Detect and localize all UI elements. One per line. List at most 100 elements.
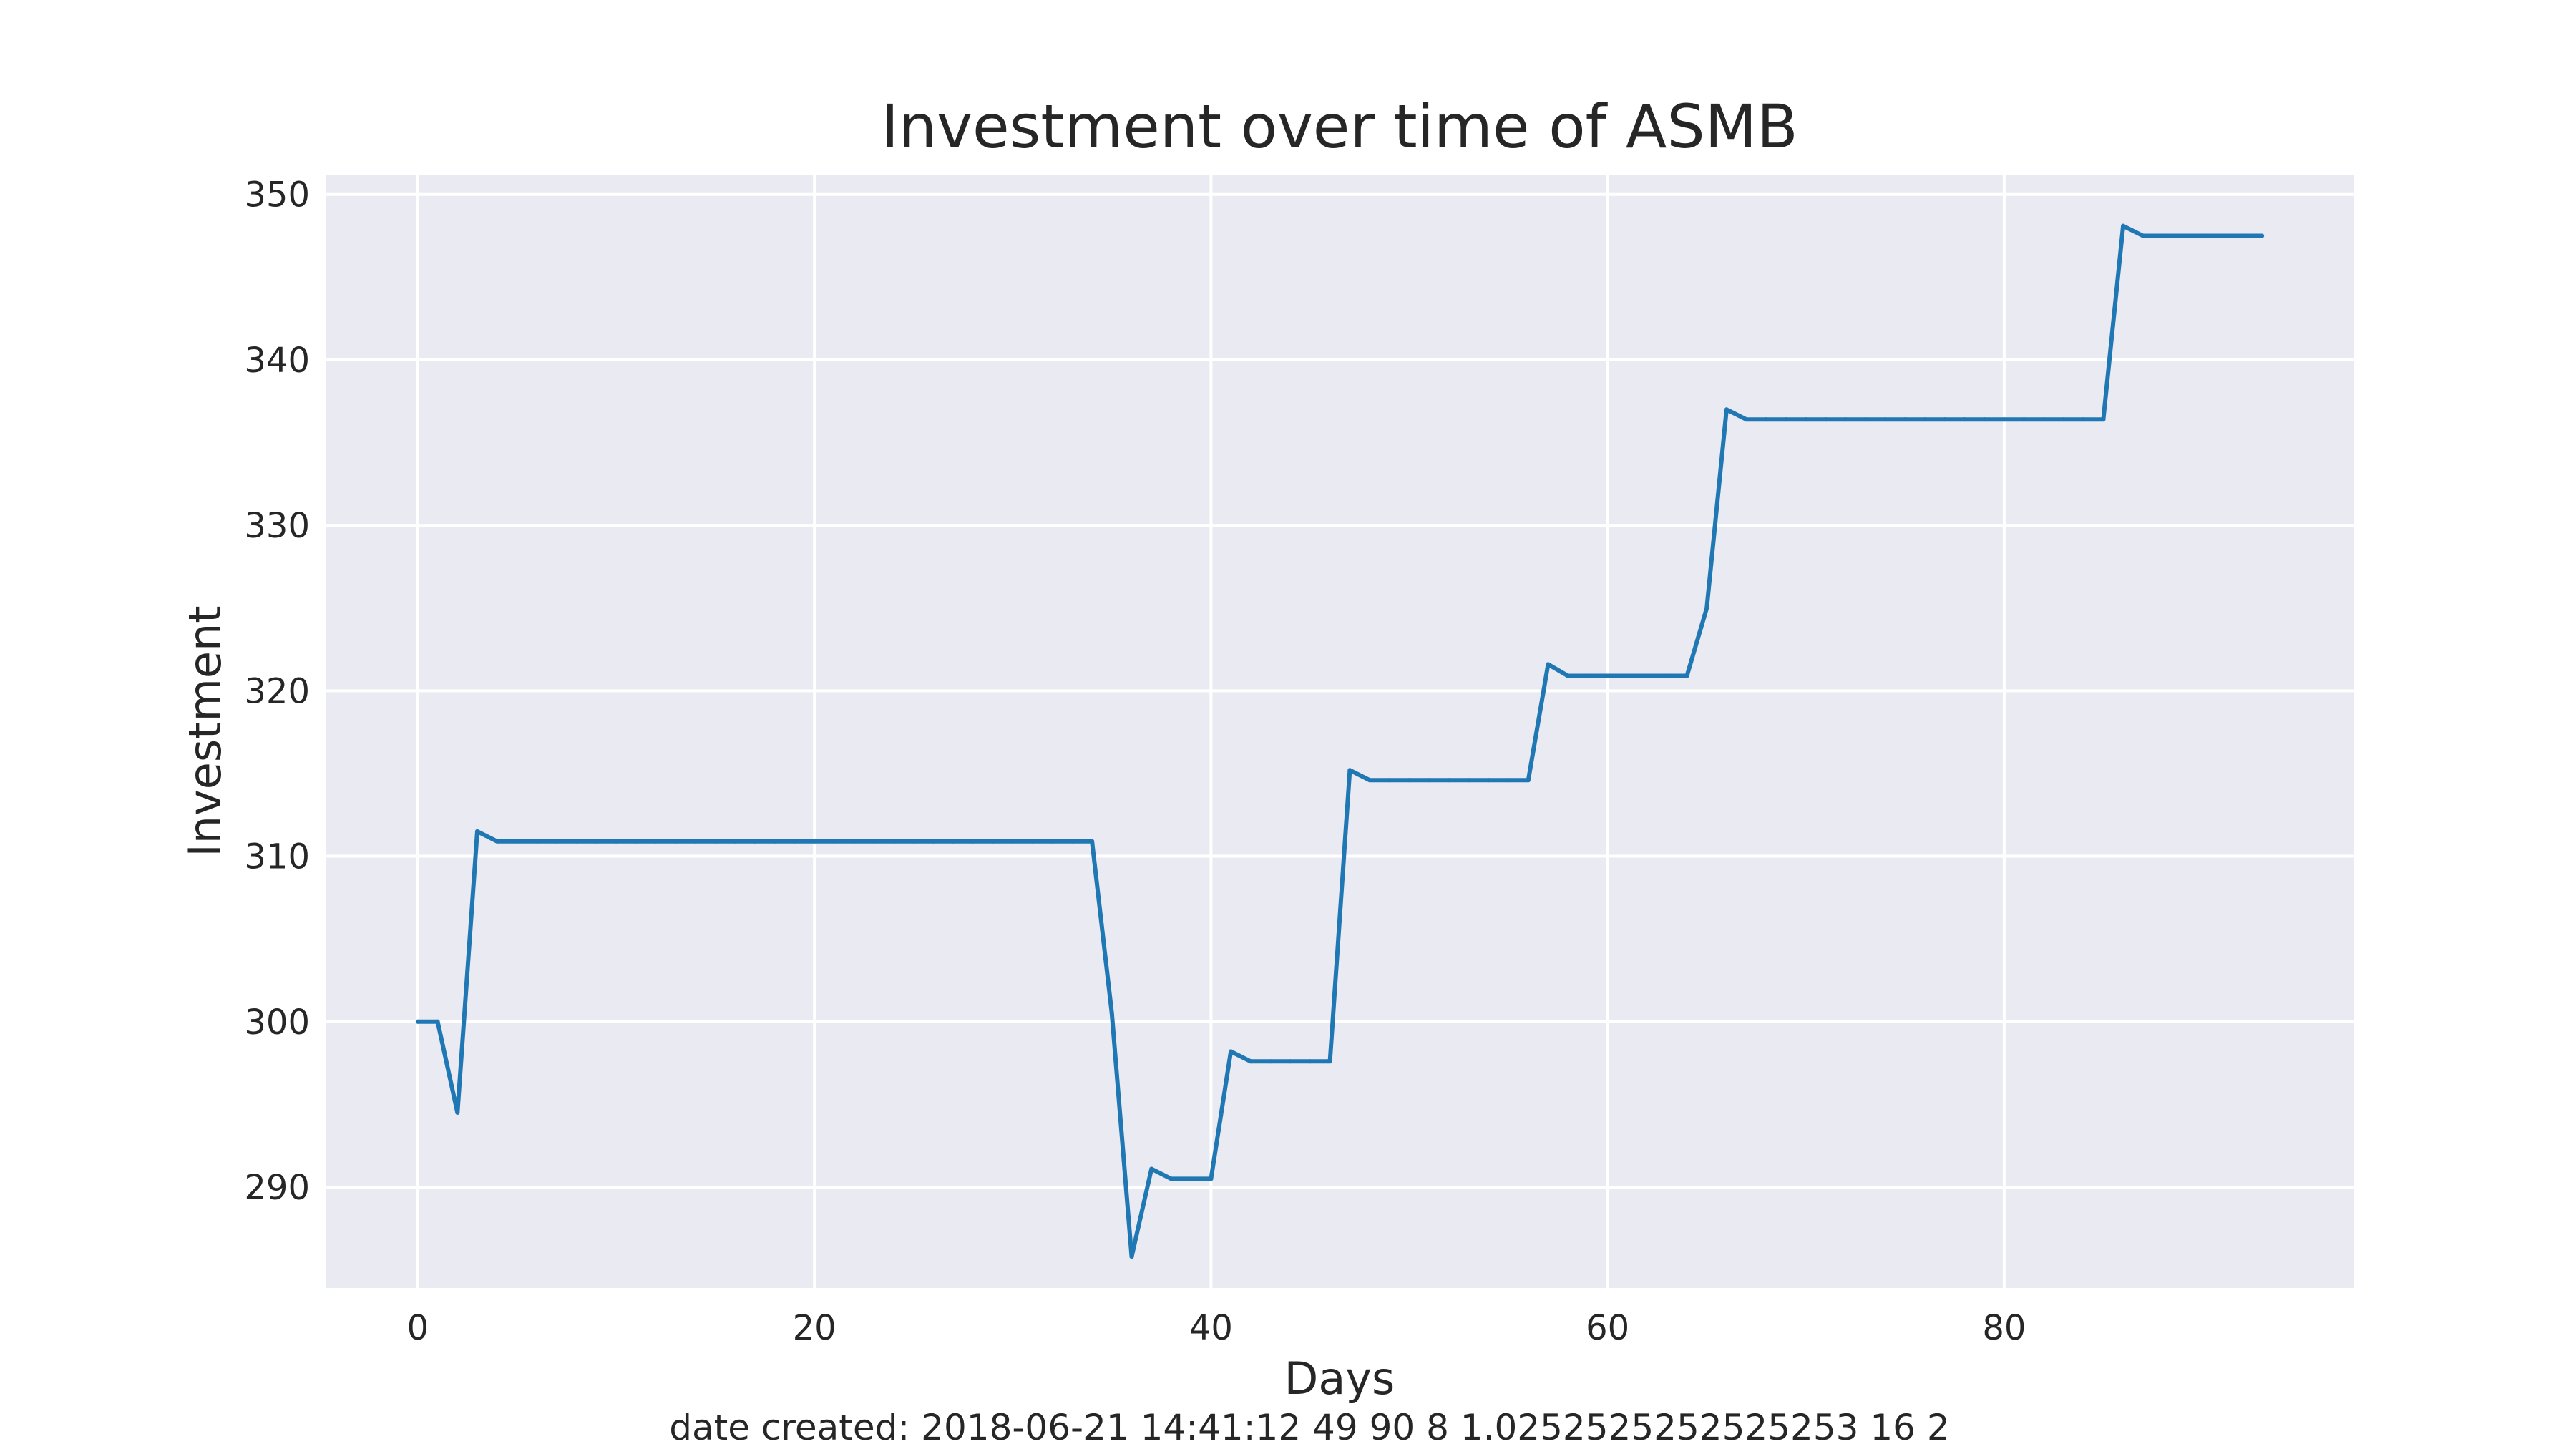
data-point — [693, 839, 698, 844]
data-point — [1387, 778, 1392, 783]
data-point — [1327, 1059, 1332, 1064]
data-point — [1347, 768, 1352, 773]
data-point — [1625, 673, 1630, 678]
data-point — [653, 839, 658, 844]
y-tick-label: 330 — [244, 506, 310, 546]
x-axis-label: Days — [1284, 1352, 1395, 1405]
data-point — [1109, 1011, 1114, 1016]
data-point — [1486, 778, 1491, 783]
data-point — [1982, 417, 1987, 422]
data-point — [613, 839, 618, 844]
data-point — [733, 839, 738, 844]
data-point — [1010, 839, 1015, 844]
data-point — [1843, 417, 1848, 422]
y-tick-label: 350 — [244, 175, 310, 215]
data-point — [554, 839, 559, 844]
data-point — [792, 839, 797, 844]
data-point — [2200, 233, 2205, 238]
data-point — [2081, 417, 2086, 422]
data-point — [1307, 1059, 1312, 1064]
tick-labels: 0 20 40 60 80 290 300 310 320 330 340 350 — [244, 175, 2026, 1348]
data-point — [1605, 673, 1610, 678]
data-point — [1070, 839, 1075, 844]
data-point — [1942, 417, 1947, 422]
y-tick-label: 290 — [244, 1168, 310, 1208]
data-point — [2021, 417, 2026, 422]
data-point — [1664, 673, 1669, 678]
data-point — [1903, 417, 1908, 422]
data-point — [1645, 673, 1650, 678]
data-point — [1704, 605, 1709, 610]
footer-note: date created: 2018-06-21 14:41:12 49 90 … — [669, 1407, 1949, 1448]
data-point — [435, 1019, 440, 1024]
data-points — [415, 223, 2265, 1259]
data-point — [951, 839, 956, 844]
data-point — [1466, 778, 1471, 783]
data-point — [2240, 233, 2245, 238]
y-axis-label: Investment — [179, 605, 231, 857]
data-point — [1050, 839, 1055, 844]
series-line — [415, 223, 2265, 1259]
data-point — [535, 839, 540, 844]
data-point — [574, 839, 579, 844]
data-point — [2160, 233, 2165, 238]
data-point — [475, 829, 480, 834]
data-point — [990, 839, 995, 844]
data-point — [1883, 417, 1888, 422]
data-point — [1506, 778, 1511, 783]
data-point — [455, 1110, 460, 1115]
data-point — [1784, 417, 1789, 422]
data-point — [891, 839, 896, 844]
data-point — [1149, 1166, 1154, 1171]
x-tick-label: 80 — [1982, 1308, 2026, 1348]
data-point — [514, 839, 519, 844]
data-point — [2001, 417, 2006, 422]
data-point — [2140, 233, 2145, 238]
data-point — [852, 839, 857, 844]
data-point — [970, 839, 975, 844]
data-point — [1367, 778, 1372, 783]
data-point — [1248, 1059, 1253, 1064]
data-point — [812, 839, 817, 844]
data-point — [1585, 673, 1590, 678]
plot-area — [326, 175, 2354, 1288]
data-point — [1863, 417, 1868, 422]
x-tick-label: 20 — [793, 1308, 836, 1348]
data-point — [772, 839, 777, 844]
data-point — [1090, 839, 1095, 844]
data-point — [1823, 417, 1828, 422]
data-point — [1407, 778, 1412, 783]
x-tick-label: 60 — [1586, 1308, 1629, 1348]
x-tick-label: 40 — [1189, 1308, 1233, 1348]
data-point — [1923, 417, 1928, 422]
data-point — [1684, 673, 1689, 678]
data-point — [2041, 417, 2046, 422]
data-point — [1962, 417, 1967, 422]
data-point — [2180, 233, 2185, 238]
data-point — [494, 839, 499, 844]
data-point — [931, 839, 936, 844]
data-point — [911, 839, 916, 844]
data-point — [415, 1019, 420, 1024]
data-point — [594, 839, 599, 844]
data-point — [2260, 233, 2265, 238]
data-point — [673, 839, 678, 844]
data-point — [2121, 223, 2126, 228]
data-point — [1427, 778, 1432, 783]
data-point — [1169, 1176, 1174, 1181]
data-point — [1189, 1176, 1194, 1181]
y-tick-label: 320 — [244, 671, 310, 711]
chart-title: Investment over time of ASMB — [881, 92, 1798, 162]
data-point — [1288, 1059, 1293, 1064]
data-point — [831, 839, 836, 844]
data-point — [1744, 417, 1749, 422]
data-point — [2101, 417, 2106, 422]
data-point — [1566, 673, 1571, 678]
data-point — [872, 839, 877, 844]
data-point — [1803, 417, 1808, 422]
data-point — [752, 839, 757, 844]
data-point — [1724, 407, 1729, 412]
y-tick-label: 300 — [244, 1002, 310, 1043]
data-point — [1446, 778, 1451, 783]
